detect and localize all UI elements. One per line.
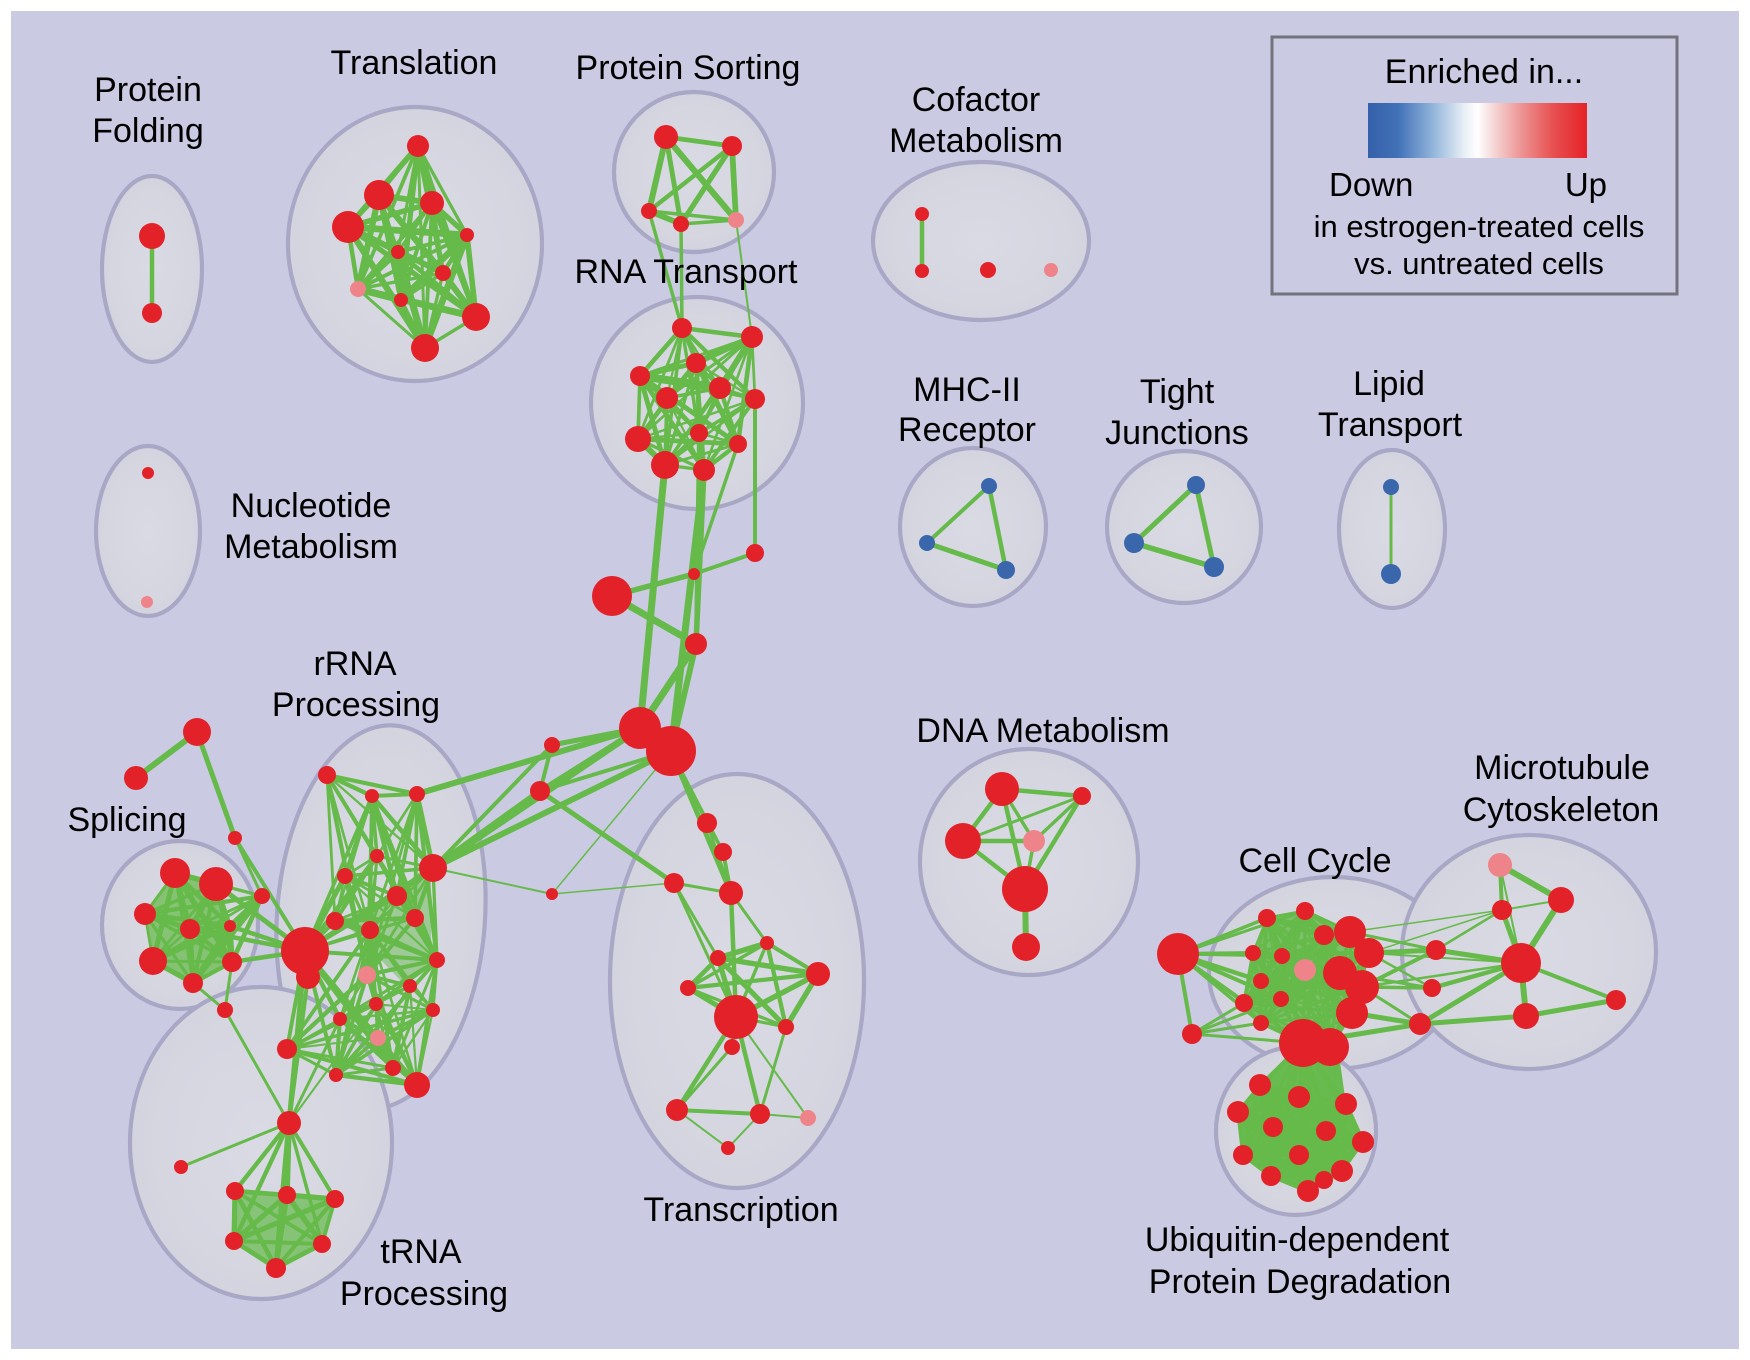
svg-text:Cytoskeleton: Cytoskeleton [1463,791,1660,829]
svg-text:Processing: Processing [340,1275,508,1313]
svg-text:MHC-II: MHC-II [913,371,1021,409]
svg-text:Splicing: Splicing [67,801,186,839]
svg-text:rRNA: rRNA [313,645,396,683]
svg-text:Down: Down [1329,166,1413,203]
svg-text:Junctions: Junctions [1105,414,1249,452]
svg-text:Up: Up [1565,166,1607,203]
svg-text:Protein: Protein [94,71,202,109]
svg-text:Folding: Folding [92,112,204,150]
svg-text:Tight: Tight [1140,373,1215,411]
svg-text:vs. untreated cells: vs. untreated cells [1354,246,1604,281]
svg-text:Ubiquitin-dependent: Ubiquitin-dependent [1145,1221,1450,1259]
svg-text:Translation: Translation [331,44,498,82]
svg-text:Protein Sorting: Protein Sorting [576,49,801,87]
svg-text:Metabolism: Metabolism [889,122,1063,160]
svg-text:Metabolism: Metabolism [224,528,398,566]
svg-text:Enriched in...: Enriched in... [1385,53,1583,91]
svg-text:Receptor: Receptor [898,411,1036,449]
svg-text:Microtubule: Microtubule [1474,749,1650,787]
svg-text:Cofactor: Cofactor [912,81,1041,119]
svg-text:Protein Degradation: Protein Degradation [1149,1263,1451,1301]
svg-text:Transport: Transport [1318,406,1463,444]
svg-text:Lipid: Lipid [1353,365,1425,403]
svg-text:Cell Cycle: Cell Cycle [1238,842,1391,880]
svg-text:tRNA: tRNA [380,1233,462,1271]
svg-text:DNA Metabolism: DNA Metabolism [916,712,1169,750]
svg-text:in estrogen-treated cells: in estrogen-treated cells [1314,209,1645,244]
svg-text:Nucleotide: Nucleotide [231,487,392,525]
svg-text:RNA Transport: RNA Transport [575,253,799,291]
svg-text:Transcription: Transcription [643,1191,838,1229]
svg-text:Processing: Processing [272,686,440,724]
